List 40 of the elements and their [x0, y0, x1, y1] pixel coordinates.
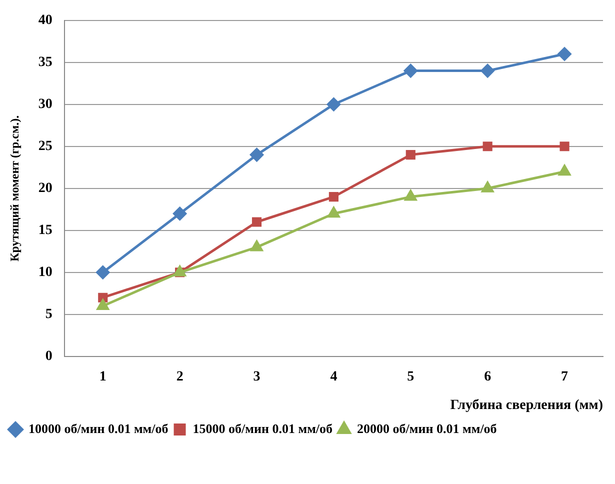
x-tick-label: 1: [99, 369, 106, 384]
point: [98, 292, 108, 302]
legend-label: 15000 об/мин 0.01 мм/об: [192, 420, 334, 436]
x-axis-title: Глубина сверления (мм): [450, 398, 604, 414]
y-tick-label: 35: [38, 55, 52, 70]
y-tick-label: 25: [38, 139, 52, 154]
point: [328, 192, 338, 202]
point: [560, 142, 570, 152]
point: [328, 206, 340, 218]
point: [404, 64, 418, 78]
point: [404, 190, 417, 201]
point: [326, 98, 340, 112]
y-tick-label: 15: [38, 223, 52, 238]
point: [406, 150, 416, 160]
y-tick-label: 10: [38, 265, 52, 280]
y-tick-label: 20: [38, 181, 52, 196]
x-tick-label: 7: [561, 369, 568, 384]
point: [96, 299, 109, 310]
point: [482, 182, 494, 192]
point: [250, 148, 264, 162]
legend-label: 20000 об/мин 0.01 мм/об: [357, 420, 498, 436]
x-tick-label: 3: [253, 369, 260, 384]
point: [480, 64, 494, 78]
x-tick-label: 4: [330, 369, 338, 384]
x-tick-label: 6: [484, 369, 492, 384]
x-tick-label: 5: [407, 369, 414, 384]
point: [558, 47, 572, 61]
point: [252, 217, 262, 227]
y-tick-label: 40: [38, 13, 52, 28]
x-tick-label: 2: [176, 369, 184, 384]
point: [173, 206, 187, 220]
y-tick-label: 30: [38, 97, 52, 112]
y-axis-title: Крутящий момент (гр.см.).: [7, 115, 22, 262]
point: [250, 240, 263, 252]
y-tick-label: 5: [45, 307, 52, 322]
legend-label: 10000 об/мин 0.01 мм/об: [28, 420, 169, 436]
point: [558, 164, 571, 176]
point: [96, 266, 110, 280]
point: [482, 142, 492, 152]
y-tick-label: 0: [45, 349, 52, 364]
